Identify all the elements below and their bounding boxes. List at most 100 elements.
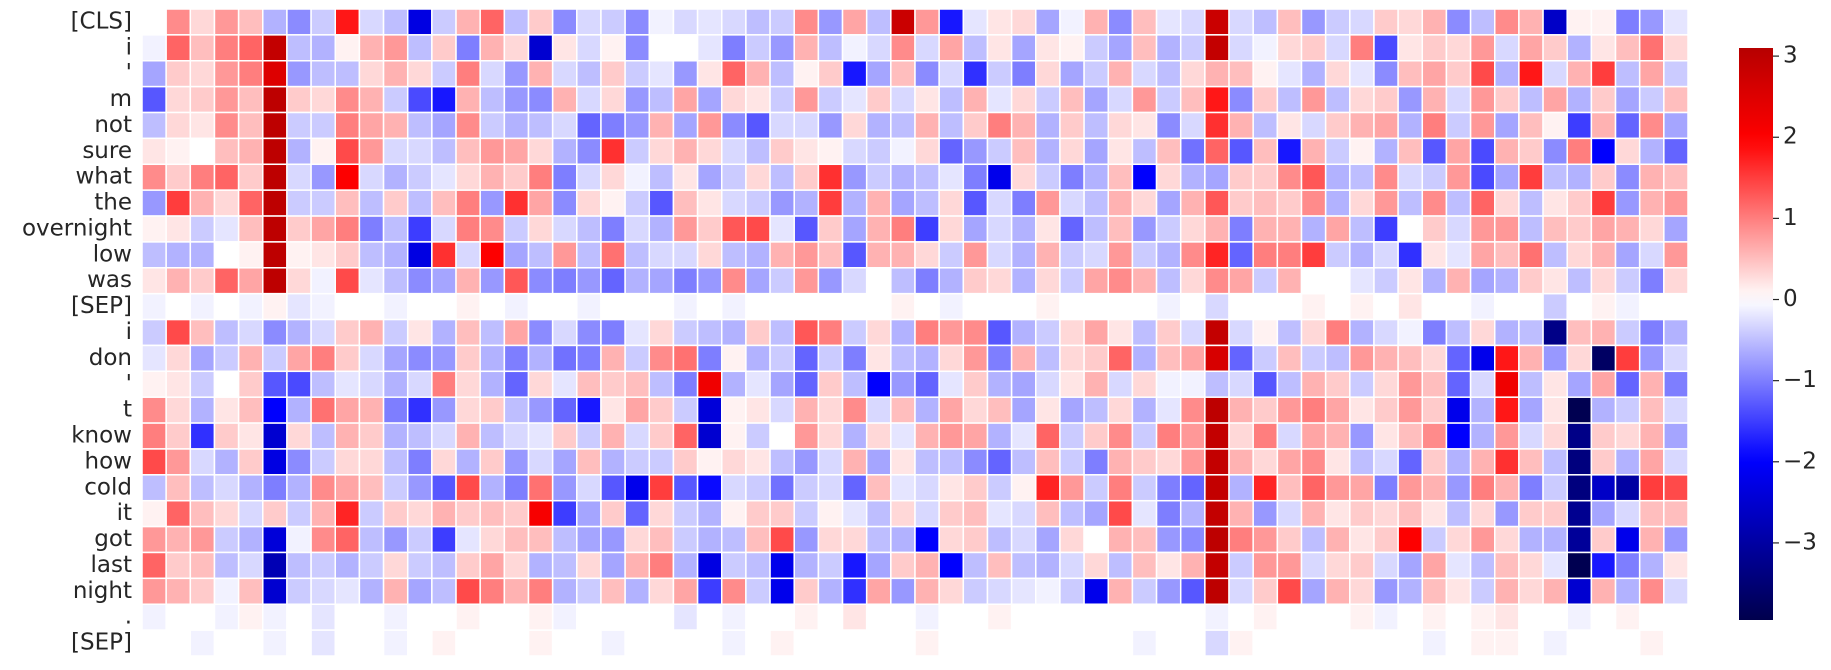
heatmap-cell [648, 163, 675, 191]
heatmap-cell [262, 370, 288, 398]
colorbar-tick-label: −1 [1783, 367, 1817, 393]
heatmap-cell [1349, 163, 1375, 191]
heatmap-cell [237, 577, 264, 605]
heatmap-cell [624, 344, 651, 373]
heatmap-cell [1397, 267, 1424, 295]
heatmap-cell [1566, 370, 1593, 398]
heatmap-cell [503, 8, 530, 36]
heatmap-cell [551, 525, 578, 554]
heatmap-cell [1276, 8, 1303, 36]
heatmap-cell [382, 551, 409, 580]
heatmap-cell [793, 111, 820, 140]
heatmap-cell [334, 629, 361, 657]
heatmap-cell [1373, 603, 1399, 631]
heatmap-cell [817, 215, 844, 243]
heatmap-cell [1059, 474, 1085, 502]
heatmap-cell [1324, 525, 1351, 554]
heatmap-cell [672, 163, 699, 191]
heatmap-cell [1518, 525, 1544, 554]
heatmap-cell [527, 525, 554, 554]
heatmap-cell [1373, 137, 1399, 166]
heatmap-cell [1204, 215, 1230, 243]
heatmap-cell [890, 137, 916, 166]
heatmap-cell [382, 344, 409, 373]
heatmap-cell [793, 215, 820, 243]
heatmap-cell [1445, 215, 1472, 243]
heatmap-cell [769, 422, 795, 450]
heatmap-cell [527, 215, 554, 243]
heatmap-cell [551, 267, 578, 295]
heatmap-cell [841, 215, 868, 243]
heatmap-cell [527, 551, 554, 580]
heatmap-cell [165, 396, 192, 424]
heatmap-cell [696, 370, 723, 398]
heatmap-cell [914, 60, 940, 88]
heatmap-cell [1131, 629, 1158, 657]
heatmap-cell [672, 241, 699, 269]
heatmap-cell [1324, 241, 1351, 269]
heatmap-cell [865, 137, 892, 166]
heatmap-cell [1518, 396, 1544, 424]
heatmap-cell [1300, 163, 1327, 191]
heatmap-cell [890, 8, 916, 36]
heatmap-cell [793, 137, 820, 166]
heatmap-cell [213, 396, 240, 424]
heatmap-cell [334, 292, 361, 321]
heatmap-cell [721, 603, 747, 631]
heatmap-cell [1614, 370, 1641, 398]
heatmap-cell [1349, 34, 1375, 62]
heatmap-cell [865, 163, 892, 191]
heatmap-cell [865, 525, 892, 554]
heatmap-cell [1494, 137, 1520, 166]
heatmap-cell [1059, 448, 1085, 476]
heatmap-cell [745, 370, 771, 398]
heatmap-cell [310, 448, 336, 476]
heatmap-cell [1131, 8, 1158, 36]
heatmap-cell [406, 241, 433, 269]
heatmap-cell [1107, 111, 1134, 140]
heatmap-cell [1155, 8, 1182, 36]
heatmap-cell [1324, 137, 1351, 166]
heatmap-cell [527, 241, 554, 269]
heatmap-cell [648, 292, 675, 321]
heatmap-cell [286, 344, 312, 373]
heatmap-cell [1421, 292, 1448, 321]
heatmap-cell [1083, 267, 1109, 295]
heatmap-cell [1469, 8, 1496, 36]
heatmap-cell [817, 344, 844, 373]
heatmap-cell [1228, 267, 1254, 295]
heatmap-cell [1300, 215, 1327, 243]
heatmap-cell [721, 8, 747, 36]
heatmap-cell [406, 60, 433, 88]
heatmap-cell [1614, 111, 1641, 140]
heatmap-cell [1638, 8, 1665, 36]
heatmap-cell [141, 551, 167, 580]
heatmap-cell [334, 344, 361, 373]
heatmap-cell [1663, 370, 1689, 398]
heatmap-cell [1276, 60, 1303, 88]
heatmap-cell [262, 396, 288, 424]
heatmap-cell [1397, 111, 1424, 140]
heatmap-cell [503, 215, 530, 243]
heatmap-cell [672, 629, 699, 657]
heatmap-cell [213, 34, 240, 62]
heatmap-cell [141, 629, 167, 657]
heatmap-cell [1083, 629, 1109, 657]
heatmap-cell [406, 422, 433, 450]
heatmap-cell [141, 499, 167, 528]
heatmap-cell [1421, 396, 1448, 424]
heatmap-cell [551, 60, 578, 88]
heatmap-cell [1252, 34, 1279, 62]
heatmap-cell [841, 267, 868, 295]
heatmap-cell [890, 241, 916, 269]
heatmap-cell [1155, 370, 1182, 398]
heatmap-cell [334, 499, 361, 528]
heatmap-cell [551, 163, 578, 191]
heatmap-cell [1373, 551, 1399, 580]
heatmap-cell [237, 34, 264, 62]
heatmap-cell [1228, 111, 1254, 140]
heatmap-cell [1421, 370, 1448, 398]
heatmap-cell [1179, 215, 1206, 243]
heatmap-cell [648, 499, 675, 528]
heatmap-cell [841, 241, 868, 269]
